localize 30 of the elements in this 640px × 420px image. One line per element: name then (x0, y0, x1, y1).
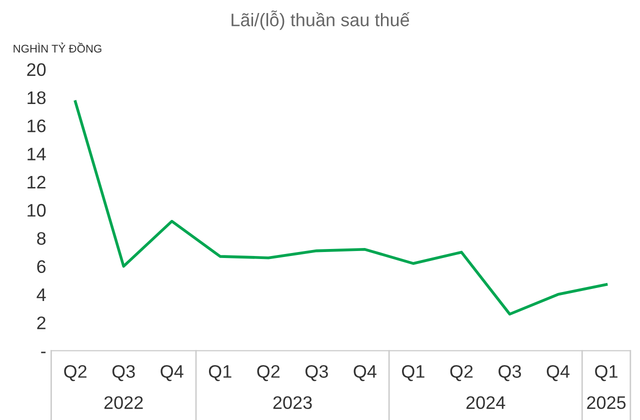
line-series (74, 100, 608, 316)
x-tick-label: Q2 (257, 365, 280, 382)
y-tick-label: 20 (27, 63, 46, 76)
y-tick-label: 12 (28, 176, 46, 188)
x-tick-label: Q1 (595, 365, 618, 382)
text: 2024 (466, 396, 506, 410)
text: 2022 (104, 396, 143, 410)
y-tick-label: 16 (28, 120, 46, 132)
x-tick-label: Q3 (305, 365, 328, 382)
text: 2023 (273, 396, 312, 410)
x-tick-label: Q1 (208, 365, 232, 382)
x-tick-label: Q3 (498, 365, 521, 382)
y-tick-label: 14 (28, 148, 46, 160)
text: 2025 (587, 396, 626, 410)
x-tick-label: Q1 (402, 365, 424, 382)
chart-title: Lãi/(lỗ) thuần sau thuế (232, 10, 410, 30)
y-tick-label: - (41, 352, 46, 354)
x-tick-label: Q2 (64, 365, 86, 382)
y-axis-title: NGHÌN TỶ ĐỒNG (14, 42, 102, 53)
y-tick-label: 10 (28, 204, 46, 217)
y-tick-label: 6 (37, 260, 46, 273)
y-tick-label: 4 (36, 288, 46, 301)
x-tick-label: Q4 (354, 365, 376, 382)
y-tick-label: 8 (37, 232, 46, 245)
y-tick-label: 18 (28, 91, 46, 104)
x-tick-label: Q4 (546, 365, 570, 382)
y-tick-label: 2 (37, 316, 46, 330)
x-tick-label: Q3 (112, 365, 135, 382)
x-tick-label: Q4 (160, 365, 184, 382)
x-tick-label: Q2 (450, 365, 473, 382)
